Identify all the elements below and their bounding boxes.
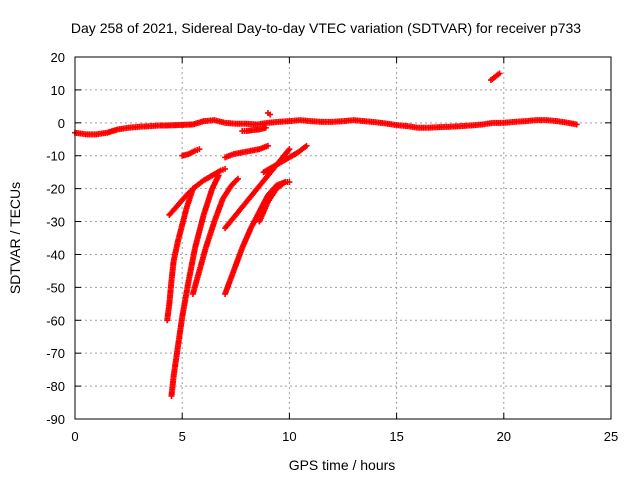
data-point xyxy=(573,121,580,128)
ticks-layer: 0 5 10 15 20 25 20 10 0 -10 -20 -30 -40 -50 -60 -70 -80 -… xyxy=(46,50,618,444)
y-tick-label: -50 xyxy=(46,280,65,295)
series-arc-c xyxy=(260,142,310,176)
series-upper-arc xyxy=(166,165,229,218)
series-steep-1 xyxy=(164,185,196,324)
series-short-c xyxy=(179,146,203,159)
series-main-band xyxy=(72,117,580,138)
y-tick-label: -20 xyxy=(46,182,65,197)
y-tick-label: -90 xyxy=(46,412,65,427)
y-tick-label: -10 xyxy=(46,149,65,164)
data-point xyxy=(286,179,293,186)
y-axis-label: SDTVAR / TECUs xyxy=(7,182,23,294)
x-tick-label: 20 xyxy=(497,429,511,444)
x-tick-label: 0 xyxy=(71,429,78,444)
y-tick-label: 10 xyxy=(51,83,65,98)
series-steep-3 xyxy=(189,175,241,297)
data-point xyxy=(264,142,271,149)
data-point xyxy=(189,185,196,192)
grid-layer xyxy=(75,57,611,419)
x-tick-label: 15 xyxy=(389,429,403,444)
x-tick-label: 10 xyxy=(282,429,296,444)
y-tick-label: -40 xyxy=(46,247,65,262)
x-tick-label: 5 xyxy=(179,429,186,444)
y-tick-label: -60 xyxy=(46,313,65,328)
data-point xyxy=(286,146,293,153)
series-steep-5 xyxy=(222,179,289,297)
data-point xyxy=(222,165,229,172)
data-point xyxy=(215,172,222,179)
data-point xyxy=(496,70,503,77)
data-point xyxy=(267,111,274,118)
plot-frame xyxy=(74,56,612,420)
y-tick-label: -30 xyxy=(46,215,65,230)
data-point xyxy=(234,175,241,182)
chart-title: Day 258 of 2021, Sidereal Day-to-day VTE… xyxy=(71,20,581,36)
data-point xyxy=(303,142,310,149)
series-outlier xyxy=(487,70,503,84)
points-layer xyxy=(72,70,580,399)
y-tick-label: 0 xyxy=(58,116,65,131)
x-axis-label: GPS time / hours xyxy=(289,457,396,473)
series-dip-a xyxy=(239,124,269,135)
y-tick-label: -80 xyxy=(46,379,65,394)
series-steep-6 xyxy=(256,179,293,225)
series-steep-2 xyxy=(168,172,222,399)
series-spike xyxy=(264,109,274,118)
x-tick-label: 25 xyxy=(604,429,618,444)
data-point xyxy=(196,146,203,153)
series-arc-b xyxy=(222,142,271,161)
series-steep-4 xyxy=(222,146,293,232)
data-point xyxy=(262,124,269,131)
y-tick-label: -70 xyxy=(46,346,65,361)
y-tick-label: 20 xyxy=(51,50,65,65)
